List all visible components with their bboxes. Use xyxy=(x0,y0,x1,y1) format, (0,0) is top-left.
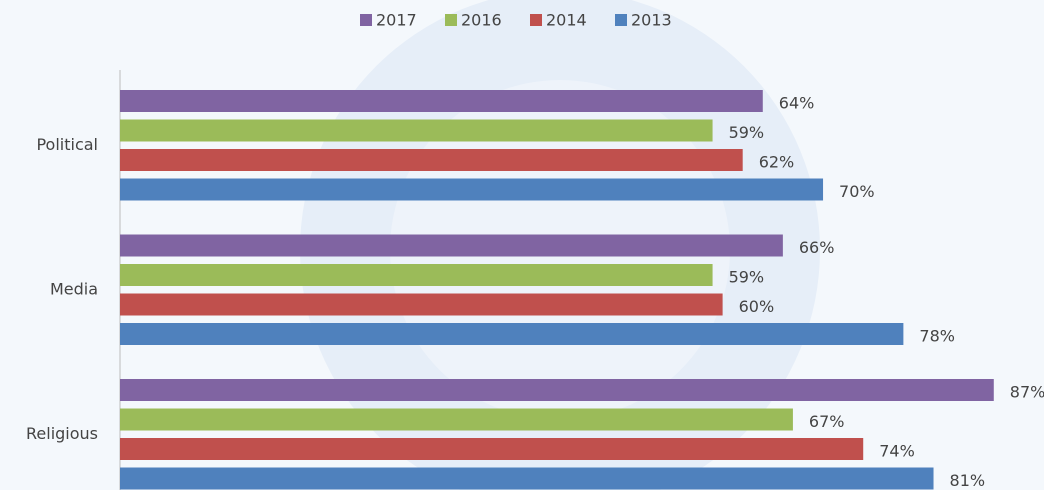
y-tick-label: Media xyxy=(50,279,98,298)
data-label: 64% xyxy=(779,94,815,113)
y-tick-label: Political xyxy=(36,135,98,154)
bar xyxy=(120,379,994,401)
bar xyxy=(120,408,793,431)
data-label: 70% xyxy=(839,182,875,201)
data-label: 59% xyxy=(729,123,765,142)
bar xyxy=(120,293,723,316)
data-label: 87% xyxy=(1010,383,1044,402)
data-label: 78% xyxy=(919,327,955,346)
data-label: 67% xyxy=(809,412,845,431)
bar xyxy=(120,234,783,257)
y-tick-label: Religious xyxy=(26,424,98,443)
legend-swatch xyxy=(445,14,457,26)
data-label: 81% xyxy=(950,471,986,490)
bar xyxy=(120,438,864,460)
data-label: 74% xyxy=(879,442,915,461)
data-label: 66% xyxy=(799,238,835,257)
bar xyxy=(120,264,713,286)
bar xyxy=(120,119,713,142)
legend-label: 2014 xyxy=(546,11,587,30)
legend-label: 2016 xyxy=(461,11,502,30)
bar xyxy=(120,467,934,490)
bar xyxy=(120,149,743,171)
data-label: 60% xyxy=(739,297,775,316)
legend-swatch xyxy=(530,14,542,26)
bar xyxy=(120,90,763,112)
data-label: 59% xyxy=(729,268,765,287)
legend-label: 2017 xyxy=(376,11,417,30)
legend-swatch xyxy=(360,14,372,26)
data-label: 62% xyxy=(759,153,795,172)
bar xyxy=(120,323,904,345)
legend-label: 2013 xyxy=(631,11,672,30)
bar xyxy=(120,178,824,201)
legend-swatch xyxy=(615,14,627,26)
